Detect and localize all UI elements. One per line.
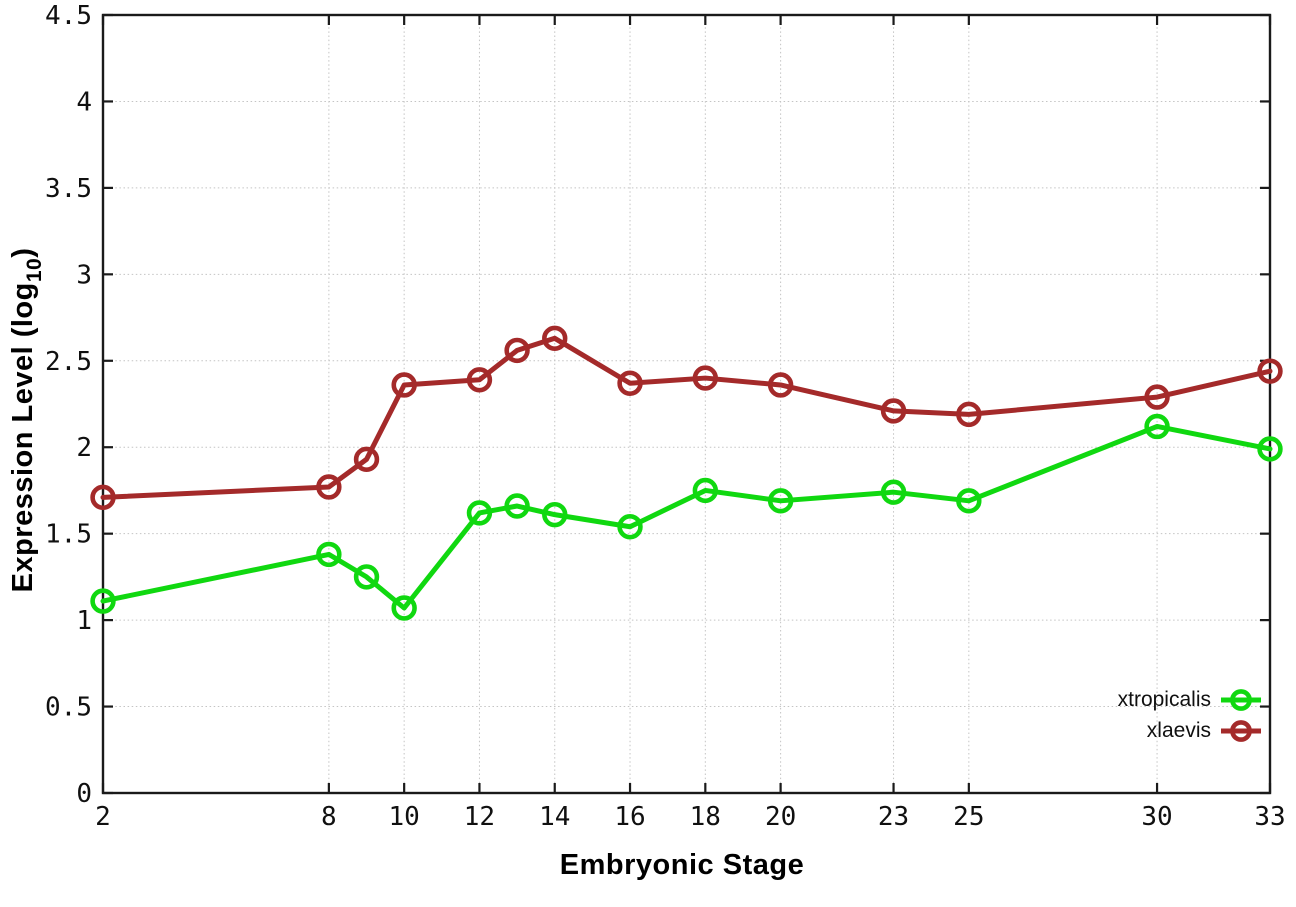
data-point-xtropicalis <box>90 588 116 614</box>
y-tick-label: 1 <box>76 606 92 636</box>
data-point-xtropicalis <box>466 500 493 526</box>
x-tick-label: 14 <box>539 802 570 832</box>
data-point-xlaevis <box>617 370 643 396</box>
y-tick-label: 4.5 <box>45 1 92 31</box>
x-axis-title: Embryonic Stage <box>559 849 805 881</box>
data-point-xtropicalis <box>617 514 643 540</box>
x-tick-label: 23 <box>878 802 909 832</box>
x-tick-label: 2 <box>95 802 111 832</box>
data-point-xlaevis <box>466 367 493 393</box>
y-tick-label: 3 <box>76 260 92 290</box>
data-point-xtropicalis <box>767 488 794 514</box>
x-tick-label: 8 <box>321 802 337 832</box>
y-axis-title-close: ) <box>7 247 40 258</box>
data-point-xlaevis <box>504 337 530 364</box>
legend-item-xtropicalis: xtropicalis <box>1118 686 1262 713</box>
data-point-xtropicalis <box>504 493 530 519</box>
y-axis-title-main: Expression Level (log <box>7 282 40 593</box>
legend-label: xlaevis <box>1146 718 1211 742</box>
data-point-xtropicalis <box>692 477 719 504</box>
data-point-xtropicalis <box>542 501 568 528</box>
legend-item-xlaevis: xlaevis <box>1118 717 1262 744</box>
series-line-xtropicalis <box>100 423 1273 611</box>
data-point-xtropicalis <box>956 488 982 514</box>
x-tick-label: 12 <box>464 802 495 832</box>
y-axis-title-subscript: 10 <box>22 257 46 283</box>
y-tick-label: 0 <box>76 779 92 809</box>
data-point-xlaevis <box>316 474 342 500</box>
x-tick-label: 33 <box>1254 802 1285 832</box>
series-line-xlaevis <box>100 335 1273 500</box>
data-point-xtropicalis <box>391 595 417 621</box>
x-tick-label: 25 <box>953 802 984 832</box>
x-tick-label: 30 <box>1141 802 1172 832</box>
data-point-xlaevis <box>1144 384 1170 410</box>
data-point-xlaevis <box>90 484 116 511</box>
line-circle-marker-icon <box>1220 687 1262 713</box>
x-tick-label: 16 <box>614 802 645 832</box>
y-tick-label: 4 <box>76 87 92 117</box>
y-tick-label: 3.5 <box>45 174 92 204</box>
data-point-xlaevis <box>880 398 907 424</box>
legend: xtropicalis xlaevis <box>1118 686 1262 744</box>
data-point-xtropicalis <box>1257 436 1283 462</box>
y-tick-label: 2.5 <box>45 347 92 377</box>
data-point-xtropicalis <box>353 564 380 590</box>
line-circle-marker-icon <box>1220 718 1262 744</box>
y-axis-title: Expression Level (log10) <box>7 247 46 593</box>
x-tick-label: 10 <box>389 802 420 832</box>
data-point-xlaevis <box>1257 358 1283 384</box>
plot-border <box>101 13 1272 795</box>
x-tick-label: 18 <box>690 802 721 832</box>
y-tick-label: 2 <box>76 433 92 463</box>
data-point-xlaevis <box>956 401 982 428</box>
y-tick-label: 0.5 <box>45 693 92 723</box>
data-point-xtropicalis <box>880 479 907 505</box>
data-point-xtropicalis <box>1144 413 1170 440</box>
legend-label: xtropicalis <box>1117 687 1211 711</box>
data-point-xlaevis <box>391 372 417 398</box>
data-point-xlaevis <box>542 325 568 352</box>
data-point-xtropicalis <box>316 541 342 568</box>
data-point-xlaevis <box>767 372 794 398</box>
data-point-xlaevis <box>353 446 380 473</box>
x-tick-label: 20 <box>765 802 796 832</box>
y-tick-label: 1.5 <box>45 520 92 550</box>
data-point-xlaevis <box>692 365 719 391</box>
